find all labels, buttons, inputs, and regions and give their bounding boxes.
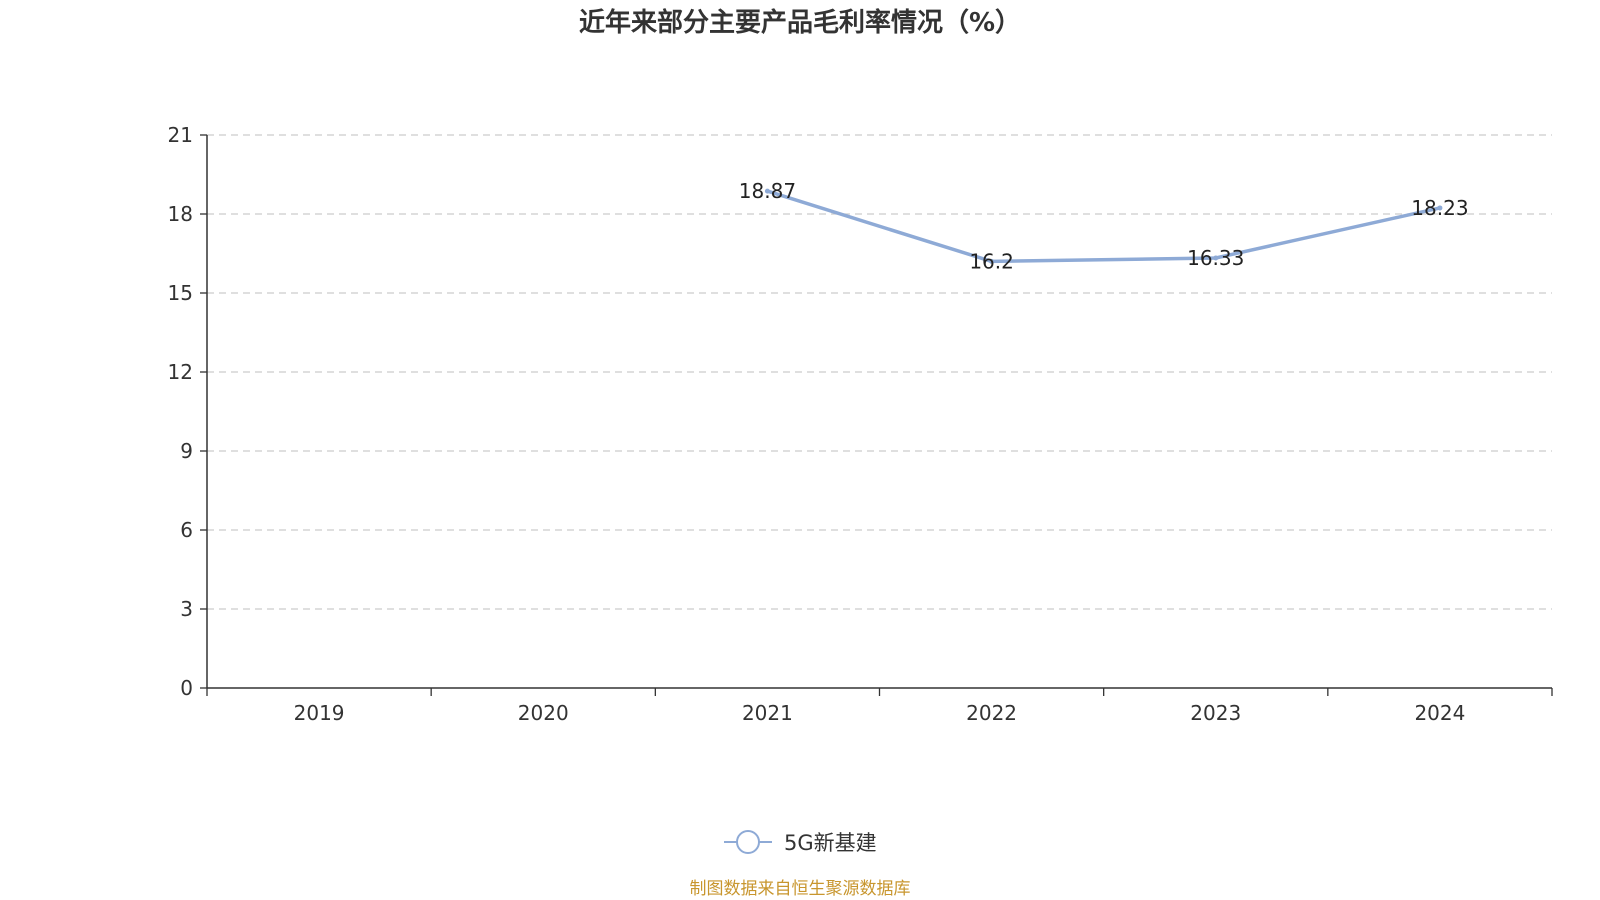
data-label: 16.2 bbox=[969, 249, 1014, 273]
y-tick-label: 18 bbox=[168, 202, 193, 226]
y-tick-label: 9 bbox=[180, 439, 193, 463]
data-label: 16.33 bbox=[1187, 246, 1244, 270]
y-tick-label: 6 bbox=[180, 518, 193, 542]
data-point[interactable] bbox=[989, 258, 995, 264]
data-label: 18.23 bbox=[1411, 196, 1468, 220]
x-tick-label: 2019 bbox=[294, 701, 345, 725]
data-labels: 18.87 16.2 16.33 18.23 bbox=[739, 179, 1469, 273]
legend-label[interactable]: 5G新基建 bbox=[784, 831, 877, 855]
x-tick-label: 2020 bbox=[518, 701, 569, 725]
data-label: 18.87 bbox=[739, 179, 796, 203]
axes: 0 3 6 9 12 15 18 21 2019 2020 2021 2022 2023 2024 bbox=[168, 123, 1553, 725]
x-tick-label: 2021 bbox=[742, 701, 793, 725]
x-tick-label: 2022 bbox=[966, 701, 1017, 725]
data-point[interactable] bbox=[764, 188, 770, 194]
x-tick-label: 2024 bbox=[1414, 701, 1465, 725]
y-tick-label: 21 bbox=[168, 123, 193, 147]
chart-title: 近年来部分主要产品毛利率情况（%） bbox=[578, 8, 1022, 38]
data-point[interactable] bbox=[1437, 205, 1443, 211]
data-point[interactable] bbox=[1213, 255, 1219, 261]
series-line bbox=[765, 189, 1442, 264]
legend[interactable]: 5G新基建 bbox=[724, 830, 877, 855]
y-tick-label: 12 bbox=[168, 360, 193, 384]
y-tick-label: 0 bbox=[180, 676, 193, 700]
grid-lines bbox=[207, 134, 1552, 610]
source-note: 制图数据来自恒生聚源数据库 bbox=[689, 879, 911, 899]
y-tick-label: 15 bbox=[168, 281, 193, 305]
x-tick-label: 2023 bbox=[1190, 701, 1241, 725]
legend-circle-marker bbox=[736, 830, 760, 854]
series-lines bbox=[764, 188, 1443, 264]
y-tick-label: 3 bbox=[180, 597, 193, 621]
